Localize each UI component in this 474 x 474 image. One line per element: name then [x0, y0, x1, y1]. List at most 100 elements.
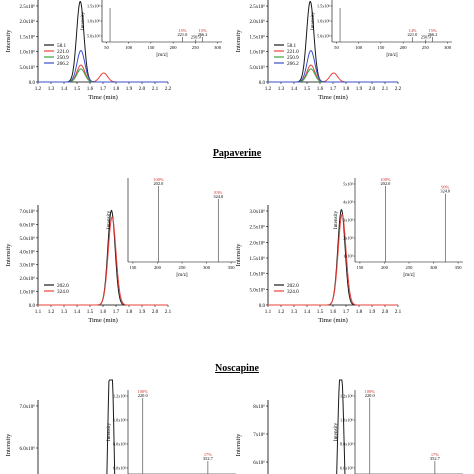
- peak-percent-label: 17%: [204, 452, 212, 457]
- y-tick-label: 2.5x10⁶: [250, 225, 266, 231]
- legend-label: 221.0: [287, 49, 299, 55]
- inset-y-tick-label: 5x10⁵: [343, 182, 353, 187]
- inset-x-tick-label: 200: [170, 45, 178, 50]
- inset-x-tick-label: 300: [203, 265, 211, 270]
- y-tick-label: 1.5x10⁶: [250, 256, 266, 262]
- chromatogram-top-2: 1.2 1.3 1.4 1.5 1.6 1.7 1.8 1.9 2.0 2.1 2.2 2.5x10⁶…: [235, 0, 452, 101]
- x-tick-label: 1.4: [304, 309, 311, 315]
- y-tick-label: 0.0: [259, 304, 266, 309]
- inset-y-tick-label: 2x10⁵: [343, 236, 353, 241]
- y-tick-label: 2.0x10⁶: [250, 19, 266, 25]
- inset-y-tick-label: 1.0x10⁶: [113, 418, 127, 423]
- inset-y-tick-label: 6.0x10⁵: [113, 466, 127, 471]
- noscapine-title: Noscapine: [215, 363, 259, 374]
- x-tick-label: 1.5: [87, 309, 94, 315]
- x-tick-label: 1.8: [343, 86, 350, 92]
- series-line-250.9: [268, 68, 398, 83]
- series-line-221.0: [38, 64, 168, 83]
- y-tick-label: 2.0x10⁶: [20, 276, 36, 282]
- x-tick-label: 1.2: [48, 309, 55, 315]
- x-tick-label: 2.0: [152, 309, 159, 315]
- x-tick-label: 1.9: [139, 309, 146, 315]
- y-tick-label: 2.5x10⁶: [20, 4, 36, 10]
- y-tick-label: 2.5x10⁶: [250, 4, 266, 10]
- peak-mz-label: 221.0: [407, 32, 418, 37]
- x-tick-label: 1.3: [61, 309, 68, 315]
- y-axis-label: Intensity: [235, 243, 242, 266]
- y-tick-label: 7.0x10⁶: [20, 209, 36, 215]
- x-axis-label: Time (min): [88, 317, 118, 324]
- y-axis-label: Intensity: [5, 29, 12, 52]
- inset-y-axis-label: Intensity: [333, 211, 339, 230]
- inset-y-tick-label: 8.0x10⁵: [113, 442, 127, 447]
- x-tick-label: 1.9: [369, 309, 376, 315]
- peak-mz-label: 202.0: [380, 181, 391, 186]
- inset-x-tick-label: 250: [179, 265, 187, 270]
- inset-x-tick-label: 150: [129, 265, 137, 270]
- x-tick-label: 1.6: [87, 86, 94, 92]
- y-tick-label: 5.0x10⁶: [20, 236, 36, 242]
- legend-label: 202.0: [287, 283, 299, 289]
- series-line-324.0: [268, 213, 398, 306]
- inset-y-tick-label: 3x10⁵: [343, 218, 353, 223]
- peak-percent-label: 17%: [431, 452, 439, 457]
- legend-label: 266.2: [287, 61, 299, 67]
- inset-y-tick-label: 1.0x10⁶: [87, 19, 101, 24]
- chromatogram-top-1: 1.2 1.3 1.4 1.5 1.6 1.7 1.8 1.9 2.0 2.1 2.2 2.5x10⁶…: [5, 0, 222, 101]
- x-tick-label: 2.0: [382, 309, 389, 315]
- inset-x-tick-label: 50: [104, 45, 109, 50]
- inset-y-tick-label: 1.2x10⁶: [113, 394, 127, 399]
- mass-spectrum-inset-noscapine-2: 2002503003504001.2x10⁶1.0x10⁶8.0x10⁵6.0x…: [333, 389, 463, 474]
- chromatogram-papaverine-1: 1.1 1.2 1.3 1.4 1.5 1.6 1.7 1.8 1.9 2.0 2.1 7.0x10⁶…: [5, 177, 236, 324]
- inset-x-axis-label: [m/z]: [386, 52, 398, 58]
- x-tick-label: 1.4: [74, 309, 81, 315]
- inset-x-tick-label: 100: [355, 45, 363, 50]
- y-axis-label: Intensity: [5, 243, 12, 266]
- inset-x-tick-label: 150: [147, 45, 155, 50]
- peak-mz-label: 352.7: [430, 456, 441, 461]
- mass-spectrum-inset-papaverine-2: 150 200 250 300 350 5x10⁵ 4x10⁵ 3x10⁵ 2x10⁵ 1x10⁵…: [333, 177, 463, 278]
- y-tick-label: 1.0x10⁶: [250, 50, 266, 56]
- inset-x-tick-label: 150: [377, 45, 385, 50]
- x-tick-label: 1.3: [48, 86, 55, 92]
- x-tick-label: 1.6: [317, 86, 324, 92]
- inset-x-axis-label: [m/z]: [156, 52, 168, 58]
- y-tick-label: 2.0x10⁶: [250, 240, 266, 246]
- series-line-250.9: [38, 68, 168, 83]
- inset-x-tick-label: 50: [334, 45, 339, 50]
- y-tick-label: 1.5x10⁶: [20, 34, 36, 40]
- y-tick-label: 1.0x10⁶: [250, 272, 266, 278]
- peak-percent-label: 100%: [365, 389, 376, 394]
- peak-mz-label: 352.7: [203, 456, 214, 461]
- inset-x-tick-label: 200: [154, 265, 162, 270]
- peak-mz-label: 266.2: [428, 32, 438, 37]
- inset-x-tick-label: 250: [422, 45, 430, 50]
- inset-y-tick-label: 1.0x10⁶: [340, 418, 354, 423]
- y-tick-label: 0.0: [29, 81, 36, 86]
- x-tick-label: 1.3: [278, 86, 285, 92]
- y-tick-label: 1.0x10⁶: [20, 50, 36, 56]
- x-tick-label: 1.5: [317, 309, 324, 315]
- inset-y-axis-label: Intensity: [106, 211, 112, 230]
- legend-label: 202.0: [57, 283, 69, 289]
- x-tick-label: 1.9: [126, 86, 133, 92]
- y-tick-label: 5.0x10⁵: [250, 287, 266, 293]
- x-tick-label: 1.5: [74, 86, 81, 92]
- inset-y-tick-label: 4x10⁵: [343, 200, 353, 205]
- peak-percent-label: 100%: [138, 389, 149, 394]
- y-tick-label: 3.0x10⁶: [250, 209, 266, 215]
- x-tick-label: 2.1: [165, 309, 172, 315]
- y-tick-label: 5.0x10⁵: [20, 65, 36, 71]
- inset-y-tick-label: 8.0x10⁵: [340, 442, 354, 447]
- x-tick-label: 1.4: [61, 86, 68, 92]
- x-tick-label: 1.6: [100, 309, 107, 315]
- legend-label: 221.0: [57, 49, 69, 55]
- inset-y-axis-label: Intensity: [310, 12, 316, 31]
- inset-y-axis-label: Intensity: [106, 423, 112, 442]
- peak-mz-label: 202.0: [153, 181, 164, 186]
- inset-y-tick-label: 5.0x10⁵: [317, 34, 331, 39]
- mass-spectrum-inset-top-1: 50 100 150 200 250 300 1.5x10⁶ 1.0x10⁶ 5.0x10⁵ [m…: [80, 0, 222, 58]
- inset-x-tick-label: 100: [125, 45, 133, 50]
- peak-percent-label: 83%: [214, 190, 222, 195]
